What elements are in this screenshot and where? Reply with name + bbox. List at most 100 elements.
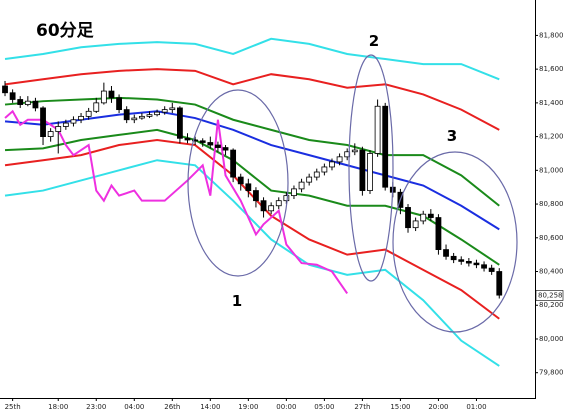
candle-body [245, 183, 252, 191]
x-tick-label: 20:00 [428, 403, 448, 411]
candle-body [230, 149, 237, 178]
line [4, 37, 500, 81]
line [4, 138, 500, 320]
candle-body [2, 85, 8, 94]
line [4, 110, 500, 231]
candle-body [9, 92, 16, 100]
candle-body [192, 139, 199, 142]
x-tick-label: 27th [354, 403, 370, 411]
candle-body [24, 100, 31, 105]
candle-body [138, 115, 145, 119]
candle-body [32, 100, 39, 109]
candle-body [17, 99, 24, 105]
candle-body [465, 260, 472, 264]
ellipse [187, 89, 289, 277]
candle-body [62, 122, 69, 127]
candle-body [488, 267, 495, 272]
candle-body [177, 107, 183, 139]
candle-body [70, 119, 77, 124]
y-tick-label: 81,200 [539, 133, 564, 141]
candle-body [116, 97, 122, 111]
candle-body [275, 200, 282, 207]
x-tick-label: 25th [5, 403, 21, 411]
candle-body [154, 111, 160, 116]
candle-body [253, 190, 259, 202]
chart-title: 60分足 [36, 21, 94, 41]
price-label: 80,258 [538, 291, 563, 299]
candle-body [93, 102, 100, 112]
x-tick-label: 26th [164, 403, 180, 411]
candle-body [321, 166, 328, 173]
candle-body [161, 109, 168, 113]
y-tick-label: 79,800 [539, 369, 564, 377]
candle-body [237, 176, 244, 185]
candle-body [85, 110, 92, 117]
candle-body [169, 107, 176, 111]
ellipse [392, 151, 518, 333]
y-tick-label: 80,400 [539, 268, 564, 276]
candle-body [131, 117, 138, 121]
candle-body [435, 217, 442, 250]
y-tick-label: 81,400 [539, 99, 564, 107]
y-tick-label: 81,000 [539, 166, 564, 174]
y-tick-label: 81,800 [539, 31, 564, 39]
candle-body [283, 195, 290, 202]
candle-body [427, 213, 434, 218]
candle-body [450, 255, 457, 261]
candle-body [260, 200, 267, 212]
candle-body [405, 207, 411, 229]
candle-body [40, 107, 46, 138]
candle-body [291, 188, 297, 197]
candle-body [359, 149, 366, 191]
y-tick-label: 80,800 [539, 200, 564, 208]
candle-body [222, 147, 229, 151]
annotation: 3 [447, 127, 457, 145]
candle-body [108, 90, 115, 99]
candle-body [306, 176, 313, 183]
plot [2, 37, 503, 367]
line [4, 96, 500, 207]
candle-body [215, 144, 221, 148]
candle-body [351, 149, 358, 153]
candle-body [199, 140, 206, 143]
candle-body [458, 259, 465, 262]
candle-body [336, 156, 343, 163]
candle-body [184, 137, 191, 141]
y-tick-label: 80,600 [539, 234, 564, 242]
x-tick-label: 00:00 [276, 403, 296, 411]
annotation: 2 [369, 32, 379, 50]
candle-body [374, 105, 381, 154]
candle-body [367, 153, 373, 191]
candle-body [146, 114, 153, 117]
candle-body [443, 249, 449, 257]
candle-body [496, 271, 503, 296]
price-box [535, 290, 564, 301]
y-tick-label: 80,000 [539, 335, 564, 343]
candle-body [55, 126, 62, 132]
candle-body [78, 115, 84, 121]
candle-body [207, 142, 214, 146]
candle-body [123, 109, 130, 121]
x-tick-label: 18:00 [48, 403, 68, 411]
candle-body [268, 205, 275, 212]
x-tick-label: 23:00 [86, 403, 106, 411]
line [4, 68, 500, 131]
candle-body [313, 171, 320, 178]
candle-body [481, 264, 487, 269]
candle-body [420, 213, 427, 222]
candle-body [298, 181, 305, 190]
x-tick-label: 15:00 [390, 403, 410, 411]
candle-body [47, 131, 54, 138]
x-tick-label: 14:00 [200, 403, 220, 411]
annotation: 1 [232, 292, 242, 310]
x-tick-label: 04:00 [124, 403, 144, 411]
x-tick-label: 05:00 [314, 403, 334, 411]
ellipse [348, 54, 394, 282]
candle-body [100, 90, 107, 104]
x-tick-label: 01:00 [466, 403, 486, 411]
line [4, 128, 500, 266]
candle-body [382, 105, 389, 188]
candle-body [412, 220, 419, 229]
